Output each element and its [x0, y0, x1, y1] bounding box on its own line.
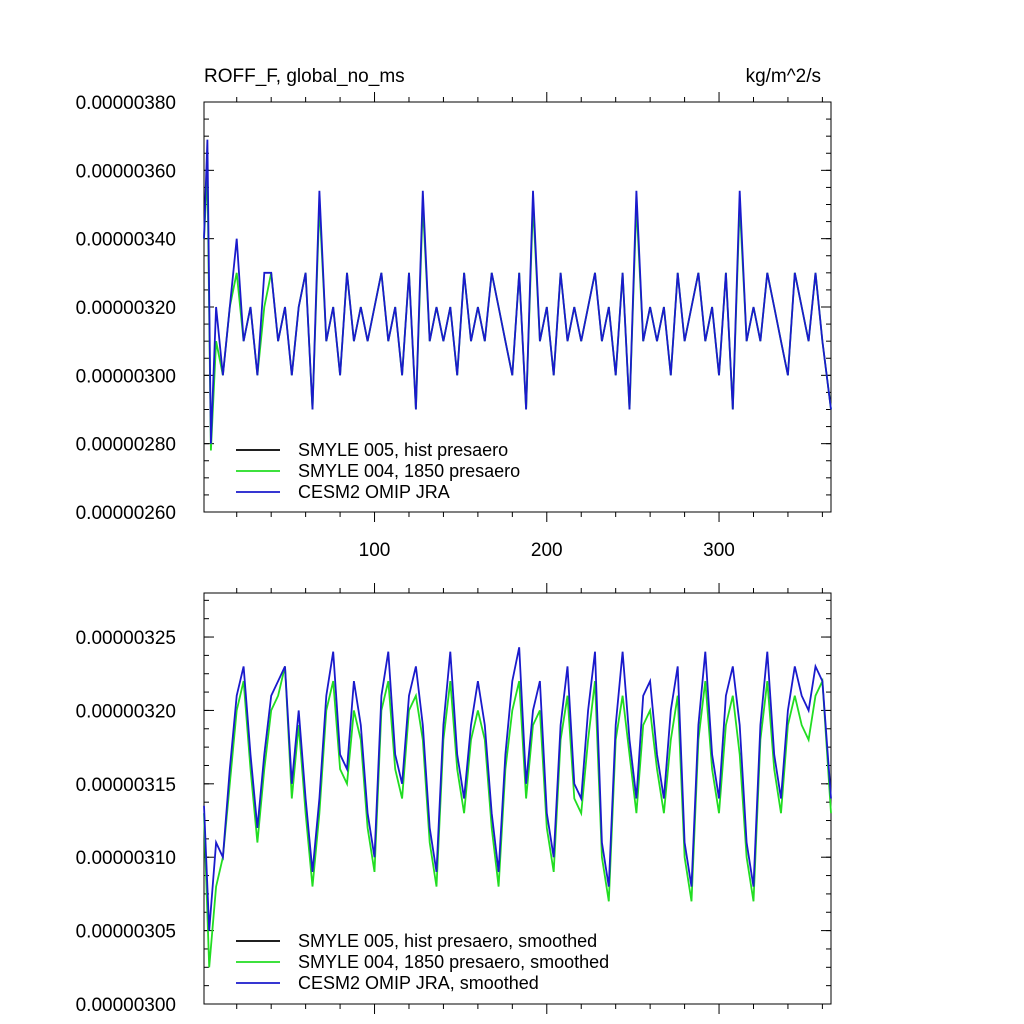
- y-tick-label: 0.00000310: [76, 848, 176, 869]
- y-tick-label: 0.00000320: [76, 298, 176, 319]
- x-tick-label: 100: [359, 540, 391, 561]
- legend-label: SMYLE 005, hist presaero, smoothed: [298, 931, 597, 951]
- legend-label: SMYLE 005, hist presaero: [298, 440, 508, 460]
- y-tick-label: 0.00000260: [76, 503, 176, 524]
- y-tick-label: 0.00000360: [76, 161, 176, 182]
- legend-label: CESM2 OMIP JRA, smoothed: [298, 973, 539, 993]
- series-line-2: [203, 647, 832, 931]
- y-tick-label: 0.00000300: [76, 995, 176, 1016]
- x-axis-tick-labels: 100 200 300: [359, 540, 735, 561]
- series-lines: [203, 647, 832, 968]
- y-axis-tick-labels: 0.00000325 0.00000320 0.00000315 0.00000310…: [76, 628, 176, 1016]
- y-axis-tick-labels: 0.00000380 0.00000360 0.00000340 0.00000320…: [76, 93, 176, 524]
- y-tick-label: 0.00000320: [76, 701, 176, 722]
- legend: SMYLE 005, hist presaero, smoothedSMYLE …: [236, 931, 609, 993]
- x-tick-label: 300: [703, 540, 735, 561]
- axis-ticks: [204, 583, 831, 1014]
- chart-title: ROFF_F, global_no_ms: [204, 66, 405, 87]
- y-tick-label: 0.00000300: [76, 366, 176, 387]
- y-tick-label: 0.00000380: [76, 93, 176, 114]
- y-tick-label: 0.00000315: [76, 775, 176, 796]
- y-tick-label: 0.00000325: [76, 628, 176, 649]
- axis-ticks: [204, 92, 831, 522]
- bottom-plot: 0.00000325 0.00000320 0.00000315 0.00000310…: [76, 583, 832, 1016]
- series-line-1: [203, 666, 832, 968]
- legend-label: SMYLE 004, 1850 presaero, smoothed: [298, 952, 609, 972]
- legend-label: SMYLE 004, 1850 presaero: [298, 461, 520, 481]
- units-label: kg/m^2/s: [746, 66, 821, 87]
- y-tick-label: 0.00000305: [76, 922, 176, 943]
- top-plot: ROFF_F, global_no_ms kg/m^2/s 0.00000380…: [76, 66, 832, 561]
- y-tick-label: 0.00000280: [76, 435, 176, 456]
- x-tick-label: 200: [531, 540, 563, 561]
- legend-label: CESM2 OMIP JRA: [298, 482, 450, 502]
- series-lines: [203, 139, 832, 451]
- series-line-2: [203, 139, 832, 444]
- y-tick-label: 0.00000340: [76, 230, 176, 251]
